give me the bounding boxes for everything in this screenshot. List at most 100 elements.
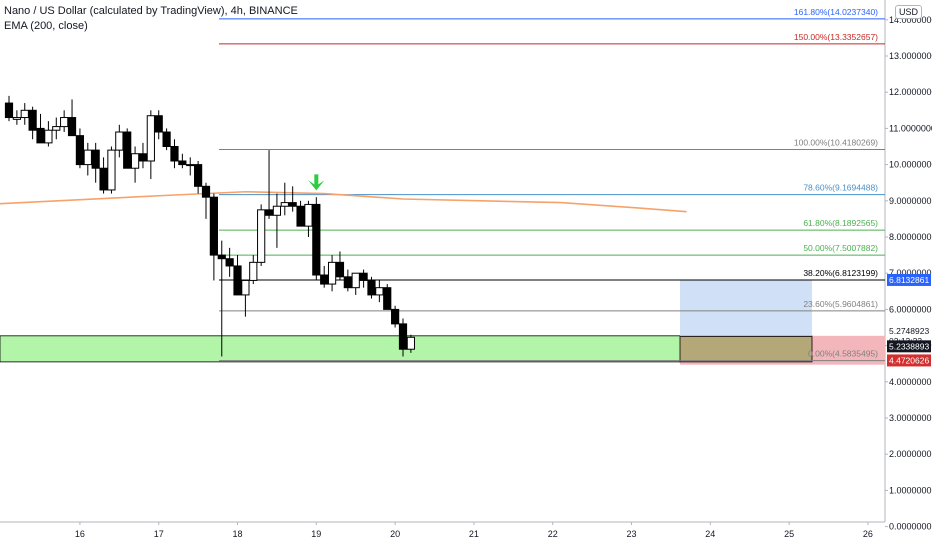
candle-body[interactable] <box>4 102 14 119</box>
candle-body[interactable] <box>138 153 148 162</box>
candle-body[interactable] <box>123 131 132 169</box>
candle-body[interactable] <box>52 126 61 131</box>
candle-body[interactable] <box>264 209 274 216</box>
price-tick-label: 9.0000000 <box>889 196 932 206</box>
symbol-title[interactable]: Nano / US Dollar (calculated by TradingV… <box>4 5 298 17</box>
price-tick-label: 14.0000000 <box>889 15 932 25</box>
candle-body[interactable] <box>162 131 171 148</box>
current-price-badge-bg <box>887 340 931 353</box>
candle-body[interactable] <box>359 272 368 281</box>
candle-body[interactable] <box>249 261 258 281</box>
candle-body[interactable] <box>225 258 234 267</box>
time-tick-label: 22 <box>548 529 558 539</box>
stop-price-badge-bg <box>887 354 931 367</box>
fib-level-label: 78.60%(9.1694488) <box>803 183 878 193</box>
candle-body[interactable] <box>44 129 53 144</box>
candle-body[interactable] <box>107 149 116 191</box>
candle-body[interactable] <box>296 205 305 227</box>
profit-target-zone[interactable] <box>680 279 812 336</box>
time-tick-label: 23 <box>627 529 637 539</box>
candle-body[interactable] <box>12 117 21 120</box>
candle-body[interactable] <box>391 308 400 325</box>
time-tick-label: 17 <box>154 529 164 539</box>
candle-body[interactable] <box>288 202 297 207</box>
time-tick-label: 20 <box>390 529 400 539</box>
price-tick-label: 12.0000000 <box>889 87 932 97</box>
target-price-badge: 6.8132861 <box>889 275 929 285</box>
candle-body[interactable] <box>367 279 376 296</box>
price-tick-label: 8.0000000 <box>889 232 932 242</box>
time-tick-label: 26 <box>863 529 873 539</box>
fib-level-label: 150.00%(13.3352657) <box>794 32 878 42</box>
candle-body[interactable] <box>201 185 211 198</box>
candle-body[interactable] <box>60 117 69 128</box>
position-overlap <box>679 336 813 363</box>
time-tick-label: 24 <box>705 529 715 539</box>
time-tick-label: 18 <box>233 529 243 539</box>
ema-200-line[interactable] <box>0 190 687 213</box>
candle-body[interactable] <box>257 209 266 263</box>
price-tick-label: 4.0000000 <box>889 377 932 387</box>
stop-price-badge: 4.4720626 <box>889 355 929 365</box>
candle-body[interactable] <box>327 261 337 285</box>
candle-body[interactable] <box>351 272 360 289</box>
price-tick-label: 6.0000000 <box>889 304 932 314</box>
candle-body[interactable] <box>146 115 155 162</box>
candle-body[interactable] <box>186 164 195 167</box>
price-tick-label: 3.0000000 <box>889 413 932 423</box>
candle-body[interactable] <box>36 127 45 144</box>
candle-body[interactable] <box>272 205 282 216</box>
candle-body[interactable] <box>335 261 345 278</box>
candle-body[interactable] <box>67 117 77 137</box>
time-tick-label: 21 <box>469 529 479 539</box>
down-arrow-icon <box>308 174 325 191</box>
fib-level-label: 38.20%(6.8123199) <box>803 268 878 278</box>
current-price-badge: 5.2338893 <box>889 341 929 351</box>
candle-body[interactable] <box>241 279 250 296</box>
fib-level-label: 50.00%(7.5007882) <box>803 243 878 253</box>
fib-level-label: 0.00%(4.5835495) <box>808 349 878 359</box>
stop-loss-zone-ext <box>812 335 885 365</box>
price-tick-label: 13.0000000 <box>889 51 932 61</box>
candle-body[interactable] <box>383 287 392 310</box>
time-tick-label: 16 <box>75 529 85 539</box>
candle-body[interactable] <box>20 109 29 119</box>
candle-body[interactable] <box>312 203 321 276</box>
price-tick-label: 11.0000000 <box>889 123 932 133</box>
candle-body[interactable] <box>154 115 163 133</box>
candle-body[interactable] <box>91 149 100 169</box>
price-tick-label: 0.0000000 <box>889 522 932 532</box>
candle-body[interactable] <box>83 149 92 166</box>
candle-body[interactable] <box>233 265 242 296</box>
candle-body[interactable] <box>209 196 218 256</box>
price-tick-label: 10.0000000 <box>889 160 932 170</box>
candle-body[interactable] <box>178 160 187 166</box>
candle-body[interactable] <box>304 203 313 227</box>
candle-body[interactable] <box>375 287 384 296</box>
price-tick-label: 1.0000000 <box>889 485 932 495</box>
candle-body[interactable] <box>280 202 289 207</box>
candle-body[interactable] <box>28 109 37 131</box>
fib-level-label: 100.00%(10.4180269) <box>794 137 878 147</box>
fib-level-label: 61.80%(8.1892565) <box>803 218 878 228</box>
candle-body[interactable] <box>217 254 226 260</box>
currency-selector[interactable]: USD <box>894 5 922 19</box>
candle-body[interactable] <box>320 274 329 285</box>
candle-body[interactable] <box>343 276 352 289</box>
time-tick-label: 19 <box>311 529 321 539</box>
candle-body[interactable] <box>398 323 408 350</box>
target-price-badge-bg <box>887 273 931 286</box>
indicator-label[interactable]: EMA (200, close) <box>4 20 88 32</box>
fib-level-label: 161.80%(14.0237340) <box>794 7 878 17</box>
candle-body[interactable] <box>99 167 108 191</box>
chart-legend: Nano / US Dollar (calculated by TradingV… <box>4 4 298 34</box>
candle-body[interactable] <box>75 135 85 166</box>
candle-body[interactable] <box>194 164 203 187</box>
candle-body[interactable] <box>130 153 140 169</box>
candle-body[interactable] <box>115 131 124 151</box>
price-tick-label: 7.0000000 <box>889 268 932 278</box>
candle-body[interactable] <box>406 336 415 350</box>
candle-body[interactable] <box>170 146 179 162</box>
